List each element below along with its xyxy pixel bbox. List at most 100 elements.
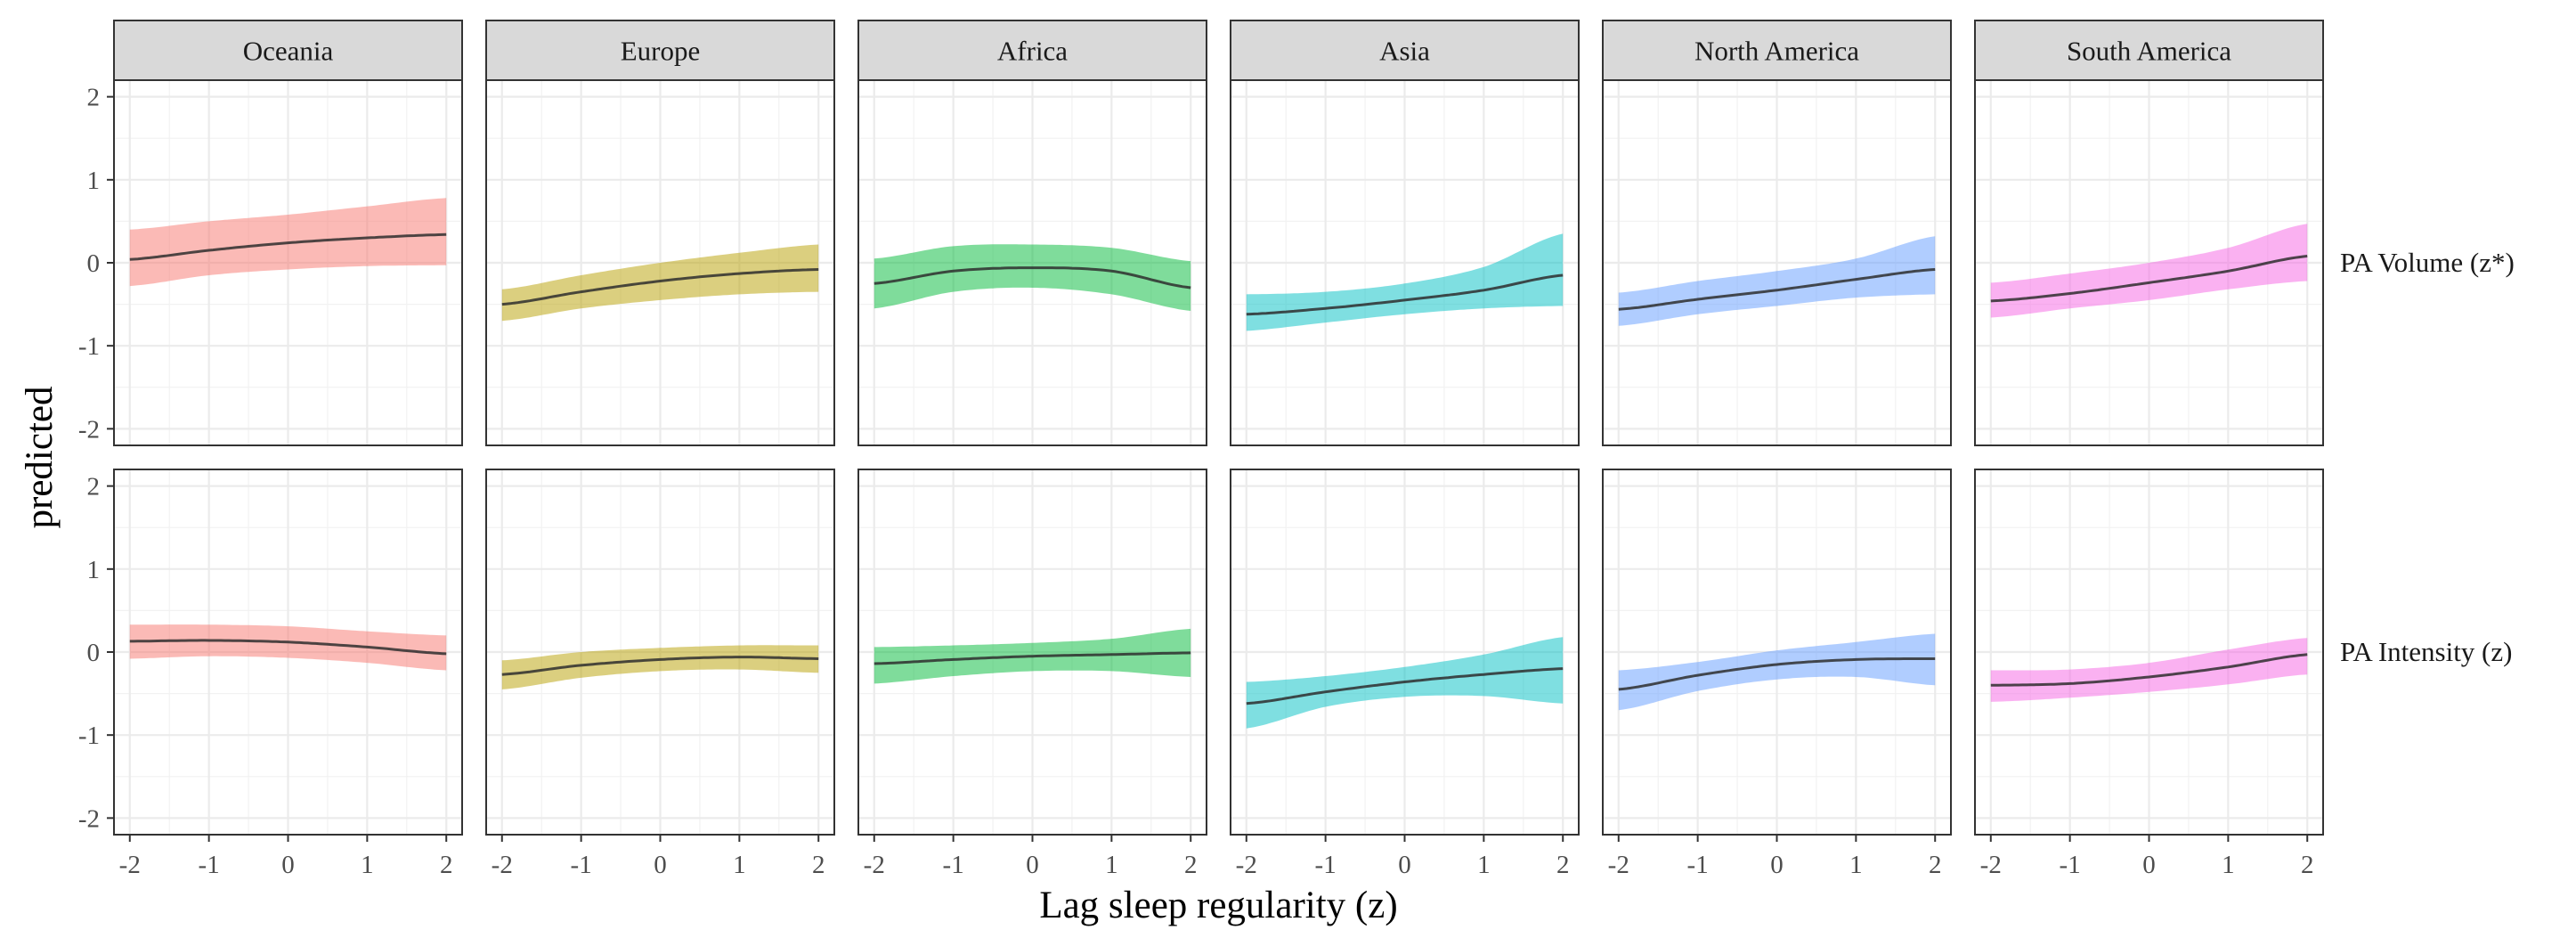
fit-line xyxy=(1246,273,1564,316)
confidence-ribbon xyxy=(1618,236,1936,326)
y-tick-label: 0 xyxy=(87,249,101,278)
panel-asia-pa-volume-z xyxy=(1230,79,1580,446)
strip-south-america: South America xyxy=(1974,20,2324,81)
panels: Oceania Europe Africa Asia North America Sout… xyxy=(78,20,2515,879)
y-tick-label: -1 xyxy=(78,332,100,361)
y-tick-label: -2 xyxy=(78,804,100,833)
strip-label: Oceania xyxy=(243,36,334,67)
fit-line xyxy=(1246,667,1564,705)
strip-bg xyxy=(113,20,463,81)
strip-europe: Europe xyxy=(485,20,835,81)
strip-bg xyxy=(485,20,835,81)
strip-label: North America xyxy=(1694,36,1859,67)
strip-label: Asia xyxy=(1379,36,1430,67)
strip-oceania: Oceania xyxy=(113,20,463,81)
confidence-ribbon xyxy=(129,624,447,671)
strip-asia: Asia xyxy=(1230,20,1580,81)
panel-asia-pa-intensity-z: -2 -1 0 1 2 xyxy=(1230,469,1580,879)
fit-line xyxy=(1618,657,1936,691)
y-axis-title: predicted xyxy=(19,387,61,529)
fit-line xyxy=(1618,268,1936,311)
x-tick-label: 2 xyxy=(2301,851,2314,879)
row-label-pa-volume-z: PA Volume (z*) xyxy=(2340,247,2515,278)
x-tick-label: 0 xyxy=(1026,851,1039,879)
x-tick-label: 0 xyxy=(2142,851,2156,879)
x-tick-label: 1 xyxy=(1849,851,1863,879)
y-tick-label: -1 xyxy=(78,722,100,750)
labels: Lag sleep regularity (z) predicted xyxy=(19,387,1398,926)
confidence-ribbon xyxy=(874,244,1191,311)
x-tick-label: 2 xyxy=(1556,851,1570,879)
x-tick-label: -2 xyxy=(492,851,513,879)
strip-bg xyxy=(857,20,1207,81)
y-tick-label: -2 xyxy=(78,415,100,444)
x-tick-label: -1 xyxy=(1315,851,1337,879)
panel-north-america-pa-intensity-z: -2 -1 0 1 2 xyxy=(1602,469,1952,879)
x-tick-label: -1 xyxy=(571,851,592,879)
y-tick-label: 1 xyxy=(87,556,101,584)
x-axis-title: Lag sleep regularity (z) xyxy=(1039,885,1397,926)
confidence-ribbon xyxy=(1990,638,2308,702)
panel-border xyxy=(857,79,1207,446)
strip-north-america: North America xyxy=(1602,20,1952,81)
fit-line xyxy=(874,651,1191,665)
x-tick-label: 2 xyxy=(812,851,825,879)
panel-oceania-pa-volume-z: -2 -1 0 1 2 xyxy=(78,79,463,446)
x-tick-label: -1 xyxy=(943,851,964,879)
strip-label: Europe xyxy=(621,36,701,67)
x-tick-label: 1 xyxy=(2222,851,2235,879)
x-tick-label: 2 xyxy=(1929,851,1942,879)
x-tick-label: 2 xyxy=(1184,851,1198,879)
x-tick-label: 1 xyxy=(1105,851,1118,879)
confidence-ribbon xyxy=(1618,633,1936,711)
x-tick-label: 0 xyxy=(1770,851,1784,879)
strip-africa: Africa xyxy=(857,20,1207,81)
fit-line xyxy=(129,232,447,261)
panel-south-america-pa-intensity-z: -2 -1 0 1 2 xyxy=(1974,469,2324,879)
fit-line xyxy=(874,266,1191,290)
fit-line xyxy=(129,639,447,656)
x-tick-label: -2 xyxy=(1980,851,2002,879)
x-tick-label: -2 xyxy=(1608,851,1629,879)
strip-bg xyxy=(1230,20,1580,81)
x-tick-label: -2 xyxy=(119,851,141,879)
x-tick-label: -2 xyxy=(864,851,885,879)
panel-border xyxy=(485,79,835,446)
x-tick-label: -2 xyxy=(1236,851,1257,879)
y-tick-label: 1 xyxy=(87,167,101,195)
panel-north-america-pa-volume-z xyxy=(1602,79,1952,446)
strip-label: Africa xyxy=(997,36,1068,67)
strip-label: South America xyxy=(2067,36,2231,67)
panel-europe-pa-volume-z xyxy=(485,79,835,446)
y-tick-label: 2 xyxy=(87,84,101,112)
panel-africa-pa-intensity-z: -2 -1 0 1 2 xyxy=(857,469,1207,879)
fit-line xyxy=(1990,255,2308,303)
x-tick-label: -1 xyxy=(1687,851,1709,879)
fit-line xyxy=(1990,653,2308,687)
strip-bg xyxy=(1974,20,2324,81)
fit-line xyxy=(501,656,819,676)
panel-border xyxy=(1974,79,2324,446)
panel-europe-pa-intensity-z: -2 -1 0 1 2 xyxy=(485,469,835,879)
panel-africa-pa-volume-z xyxy=(857,79,1207,446)
x-tick-label: 0 xyxy=(654,851,667,879)
x-tick-label: 1 xyxy=(361,851,374,879)
panel-border xyxy=(1230,79,1580,446)
x-tick-label: 2 xyxy=(440,851,453,879)
fit-line xyxy=(501,268,819,306)
x-tick-label: 1 xyxy=(1477,851,1491,879)
x-tick-label: -1 xyxy=(2060,851,2081,879)
y-tick-label: 2 xyxy=(87,473,101,502)
x-tick-label: 0 xyxy=(1398,851,1411,879)
confidence-ribbon xyxy=(1246,233,1564,331)
panel-south-america-pa-volume-z xyxy=(1974,79,2324,446)
row-label-pa-intensity-z: PA Intensity (z) xyxy=(2340,636,2512,667)
x-tick-label: 1 xyxy=(733,851,746,879)
panel-border xyxy=(1602,79,1952,446)
x-tick-label: 0 xyxy=(281,851,295,879)
confidence-ribbon xyxy=(501,244,819,322)
x-tick-label: -1 xyxy=(199,851,220,879)
y-tick-label: 0 xyxy=(87,639,101,667)
panel-oceania-pa-intensity-z: -2 -1 0 1 2 -2 -1 0 1 2 xyxy=(78,469,463,879)
